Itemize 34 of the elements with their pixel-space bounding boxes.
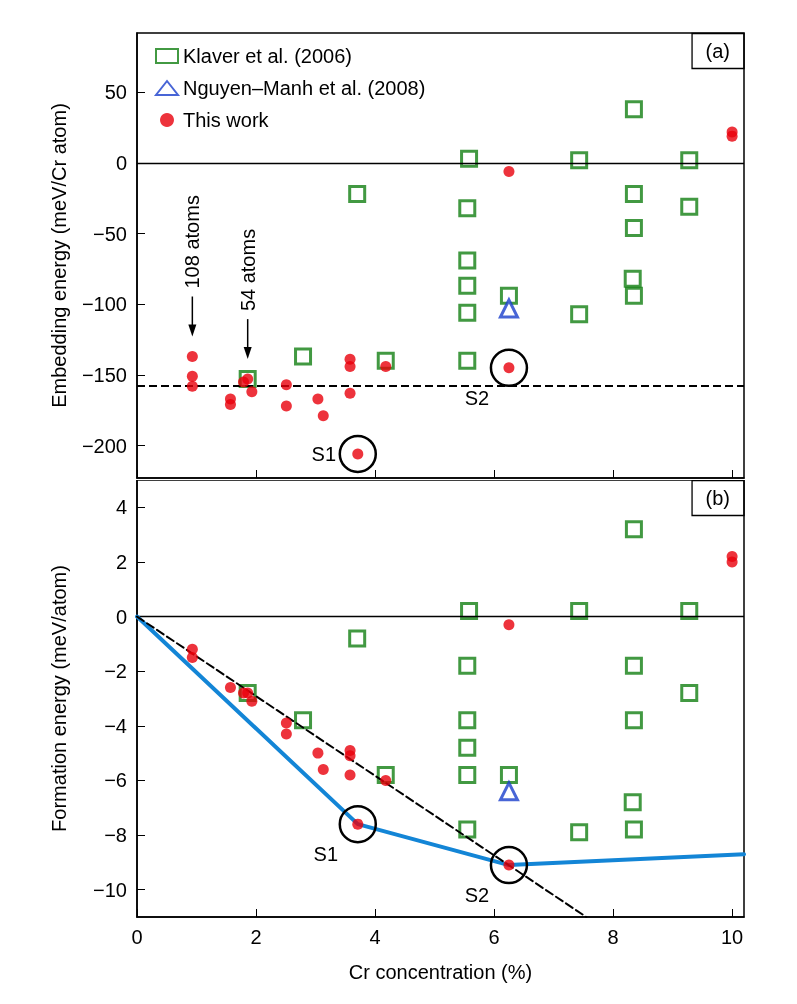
chart-title: (a) bbox=[705, 40, 731, 62]
x-tick-label: 10 bbox=[720, 926, 744, 948]
y-tick-label: −4 bbox=[104, 714, 127, 737]
y-tick-label: 2 bbox=[115, 550, 127, 573]
y-tick-label: −100 bbox=[81, 293, 127, 316]
y-tick-label: 0 bbox=[115, 605, 127, 628]
annotation: S1 bbox=[311, 442, 337, 465]
y-tick-label: −50 bbox=[93, 222, 127, 245]
y-axis-title: Formation energy (meV/atom) bbox=[48, 565, 70, 832]
y-axis-title: Embedding energy (meV/Cr atom) bbox=[48, 103, 70, 408]
x-tick-label: 2 bbox=[250, 926, 262, 948]
x-tick-label: 0 bbox=[131, 926, 143, 948]
annotation: S1 bbox=[313, 843, 339, 866]
annotation: 54 atoms bbox=[236, 228, 259, 312]
y-tick-label: −150 bbox=[81, 363, 127, 386]
annotation: 108 atoms bbox=[181, 195, 204, 289]
x-tick-label: 6 bbox=[488, 926, 500, 948]
annotation: S2 bbox=[464, 884, 490, 907]
y-tick-label: −6 bbox=[104, 769, 127, 792]
y-tick-label: 4 bbox=[115, 496, 127, 519]
y-tick-label: 0 bbox=[115, 151, 127, 174]
y-tick-label: −8 bbox=[104, 824, 127, 847]
y-tick-label: −10 bbox=[93, 878, 127, 901]
y-tick-label: −2 bbox=[104, 660, 127, 683]
x-axis-title: Cr concentration (%) bbox=[348, 961, 533, 983]
annotation: S2 bbox=[464, 386, 490, 409]
x-tick-label: 8 bbox=[607, 926, 619, 948]
y-tick-label: 50 bbox=[104, 81, 127, 104]
y-tick-label: −200 bbox=[81, 434, 127, 457]
legend-label: Nguyen–Manh et al. (2008) bbox=[183, 77, 426, 99]
chart-title: (b) bbox=[705, 487, 731, 509]
legend-label: This work bbox=[183, 109, 270, 131]
x-tick-label: 4 bbox=[369, 926, 381, 948]
legend-label: Klaver et al. (2006) bbox=[183, 45, 352, 67]
